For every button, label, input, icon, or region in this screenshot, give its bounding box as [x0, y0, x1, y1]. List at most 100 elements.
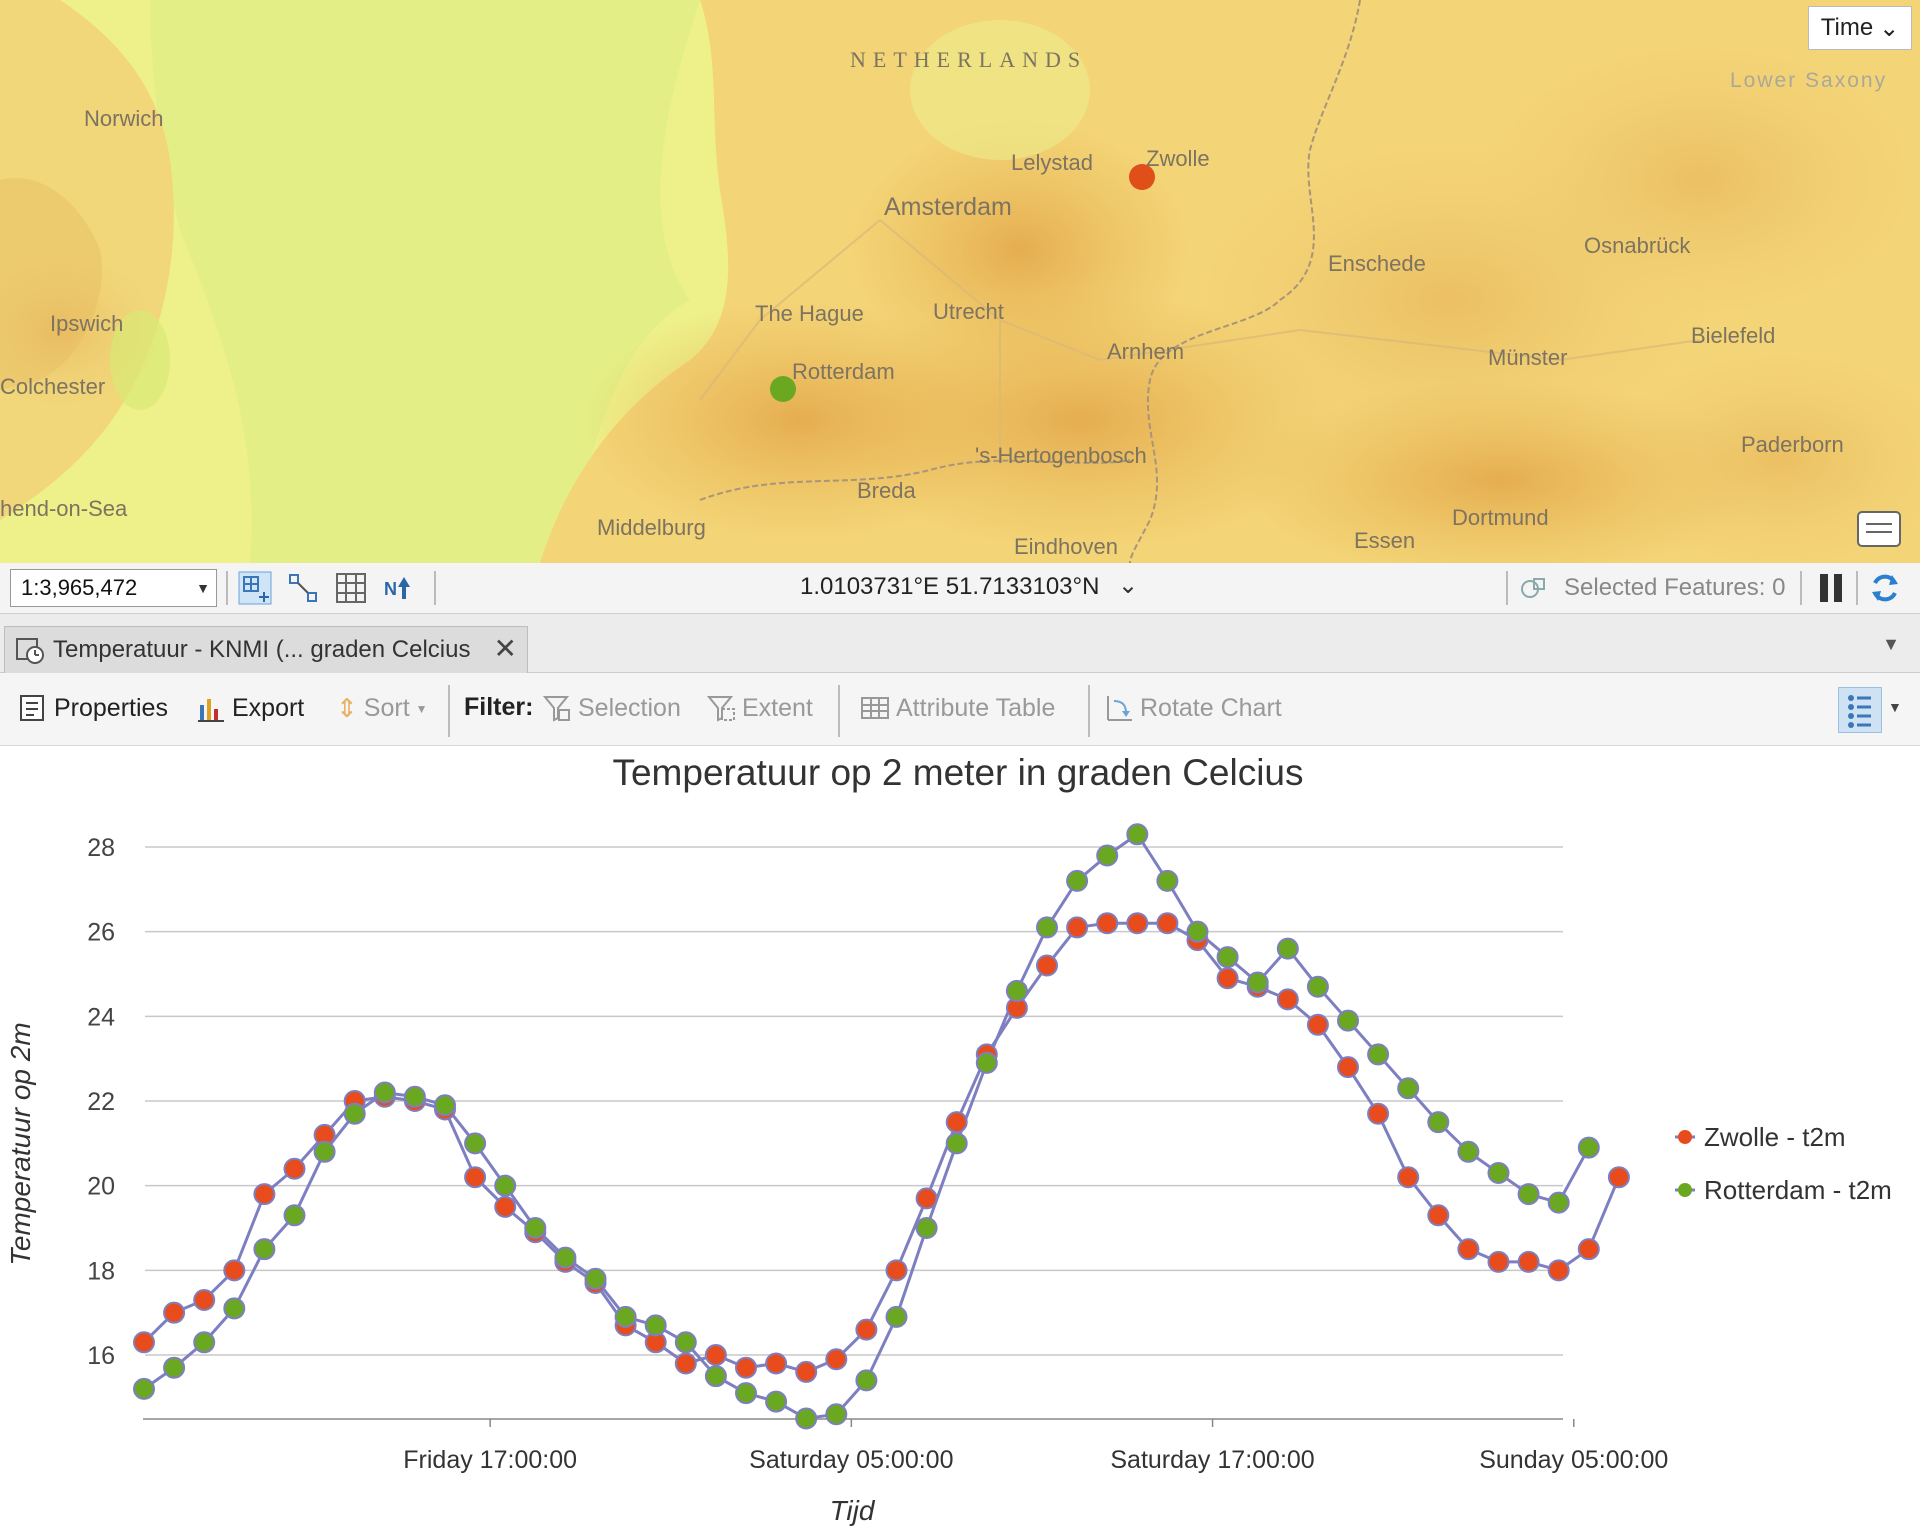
data-point[interactable]	[765, 1352, 788, 1375]
time-button[interactable]: Time ⌄	[1808, 6, 1912, 50]
data-point[interactable]	[704, 1344, 727, 1366]
data-point[interactable]	[313, 1140, 336, 1163]
pause-icon[interactable]	[1814, 571, 1848, 605]
data-point[interactable]	[1337, 1009, 1359, 1032]
data-point[interactable]	[765, 1390, 788, 1413]
scale-dropdown[interactable]: 1:3,965,472 ▼	[10, 569, 217, 607]
data-point[interactable]	[163, 1301, 186, 1324]
chevron-down-icon[interactable]: ▼	[1882, 634, 1900, 654]
legend-toggle-button[interactable]	[1838, 687, 1882, 733]
snapping-icon[interactable]	[286, 571, 320, 605]
data-point[interactable]	[1126, 912, 1149, 935]
data-point[interactable]	[1186, 920, 1209, 943]
sort-button[interactable]: ⇕ Sort ▼	[336, 693, 428, 724]
data-point[interactable]	[795, 1360, 818, 1383]
data-point[interactable]	[1517, 1250, 1540, 1273]
data-point[interactable]	[885, 1259, 908, 1282]
data-point[interactable]	[464, 1132, 487, 1155]
data-point[interactable]	[403, 1085, 426, 1108]
fixed-zoom-icon[interactable]	[238, 571, 272, 605]
data-point[interactable]	[163, 1356, 186, 1379]
data-point[interactable]	[1276, 988, 1299, 1011]
data-point[interactable]	[223, 1259, 246, 1282]
data-point[interactable]	[494, 1174, 517, 1197]
map-canvas[interactable]: NETHERLANDS Lower Saxony Norwich Ipswich…	[0, 0, 1920, 563]
data-point[interactable]	[1156, 869, 1179, 892]
data-point[interactable]	[1457, 1238, 1480, 1261]
map-view[interactable]: NETHERLANDS Lower Saxony Norwich Ipswich…	[0, 0, 1920, 563]
data-point[interactable]	[1066, 916, 1089, 939]
data-point[interactable]	[945, 1111, 968, 1134]
dropdown-arrow-icon[interactable]: ▼	[1888, 699, 1902, 715]
data-point[interactable]	[1487, 1250, 1510, 1273]
data-point[interactable]	[133, 1331, 155, 1354]
data-point[interactable]	[825, 1403, 848, 1426]
export-button[interactable]: Export	[196, 693, 304, 723]
close-icon[interactable]: ✕	[493, 633, 517, 664]
legend-entry[interactable]: Zwolle - t2m	[1704, 1122, 1846, 1152]
data-point[interactable]	[674, 1331, 697, 1354]
data-point[interactable]	[524, 1217, 547, 1239]
legend-entry[interactable]: Rotterdam - t2m	[1704, 1175, 1892, 1205]
data-point[interactable]	[674, 1352, 697, 1375]
data-point[interactable]	[1306, 1013, 1329, 1036]
data-point[interactable]	[283, 1157, 306, 1180]
data-point[interactable]	[1607, 1166, 1630, 1189]
grid-icon[interactable]	[334, 571, 368, 605]
north-arrow-icon[interactable]: N	[382, 571, 416, 605]
data-point[interactable]	[704, 1365, 727, 1388]
data-point[interactable]	[1367, 1043, 1390, 1066]
data-point[interactable]	[915, 1217, 938, 1239]
data-point[interactable]	[915, 1187, 938, 1210]
data-point[interactable]	[735, 1382, 757, 1405]
data-point[interactable]	[1457, 1140, 1480, 1163]
data-point[interactable]	[855, 1369, 878, 1392]
data-point[interactable]	[1367, 1102, 1390, 1125]
data-point[interactable]	[735, 1356, 757, 1379]
data-point[interactable]	[373, 1081, 396, 1104]
data-point[interactable]	[464, 1166, 487, 1189]
data-point[interactable]	[1126, 823, 1149, 846]
data-point[interactable]	[1036, 916, 1058, 939]
data-point[interactable]	[1577, 1136, 1600, 1159]
data-point[interactable]	[1096, 912, 1119, 935]
zwolle-marker[interactable]	[1129, 164, 1155, 190]
attribute-table-button[interactable]: Attribute Table	[860, 693, 1055, 723]
data-point[interactable]	[494, 1195, 517, 1218]
data-point[interactable]	[1427, 1204, 1450, 1227]
data-point[interactable]	[283, 1204, 306, 1227]
rotterdam-marker[interactable]	[770, 376, 796, 402]
data-point[interactable]	[1036, 954, 1058, 977]
data-point[interactable]	[975, 1051, 998, 1074]
data-point[interactable]	[1096, 844, 1119, 867]
data-point[interactable]	[1547, 1259, 1570, 1282]
tab-temperature-chart[interactable]: Temperatuur - KNMI (... graden Celcius ✕	[4, 626, 528, 673]
data-point[interactable]	[584, 1267, 607, 1290]
overview-icon[interactable]	[1857, 511, 1901, 547]
data-point[interactable]	[855, 1318, 878, 1341]
data-point[interactable]	[1397, 1166, 1420, 1189]
data-point[interactable]	[253, 1238, 276, 1261]
data-point[interactable]	[1427, 1111, 1450, 1134]
data-point[interactable]	[614, 1305, 637, 1328]
data-point[interactable]	[193, 1288, 216, 1311]
data-point[interactable]	[1216, 946, 1239, 969]
data-point[interactable]	[1156, 912, 1179, 935]
rotate-chart-button[interactable]: Rotate Chart	[1104, 693, 1282, 723]
filter-extent-button[interactable]: Extent	[706, 693, 813, 723]
data-point[interactable]	[434, 1094, 456, 1117]
data-point[interactable]	[795, 1407, 818, 1430]
chevron-down-icon[interactable]: ⌄	[1118, 572, 1139, 599]
data-point[interactable]	[644, 1314, 667, 1337]
data-point[interactable]	[1246, 971, 1269, 994]
data-point[interactable]	[1005, 979, 1028, 1002]
data-point[interactable]	[223, 1297, 246, 1320]
data-point[interactable]	[193, 1331, 216, 1354]
data-point[interactable]	[1337, 1056, 1359, 1079]
data-point[interactable]	[343, 1102, 366, 1125]
data-point[interactable]	[554, 1246, 577, 1269]
properties-button[interactable]: Properties	[18, 693, 168, 723]
data-point[interactable]	[945, 1132, 968, 1155]
data-point[interactable]	[1547, 1191, 1570, 1214]
data-point[interactable]	[133, 1377, 155, 1400]
